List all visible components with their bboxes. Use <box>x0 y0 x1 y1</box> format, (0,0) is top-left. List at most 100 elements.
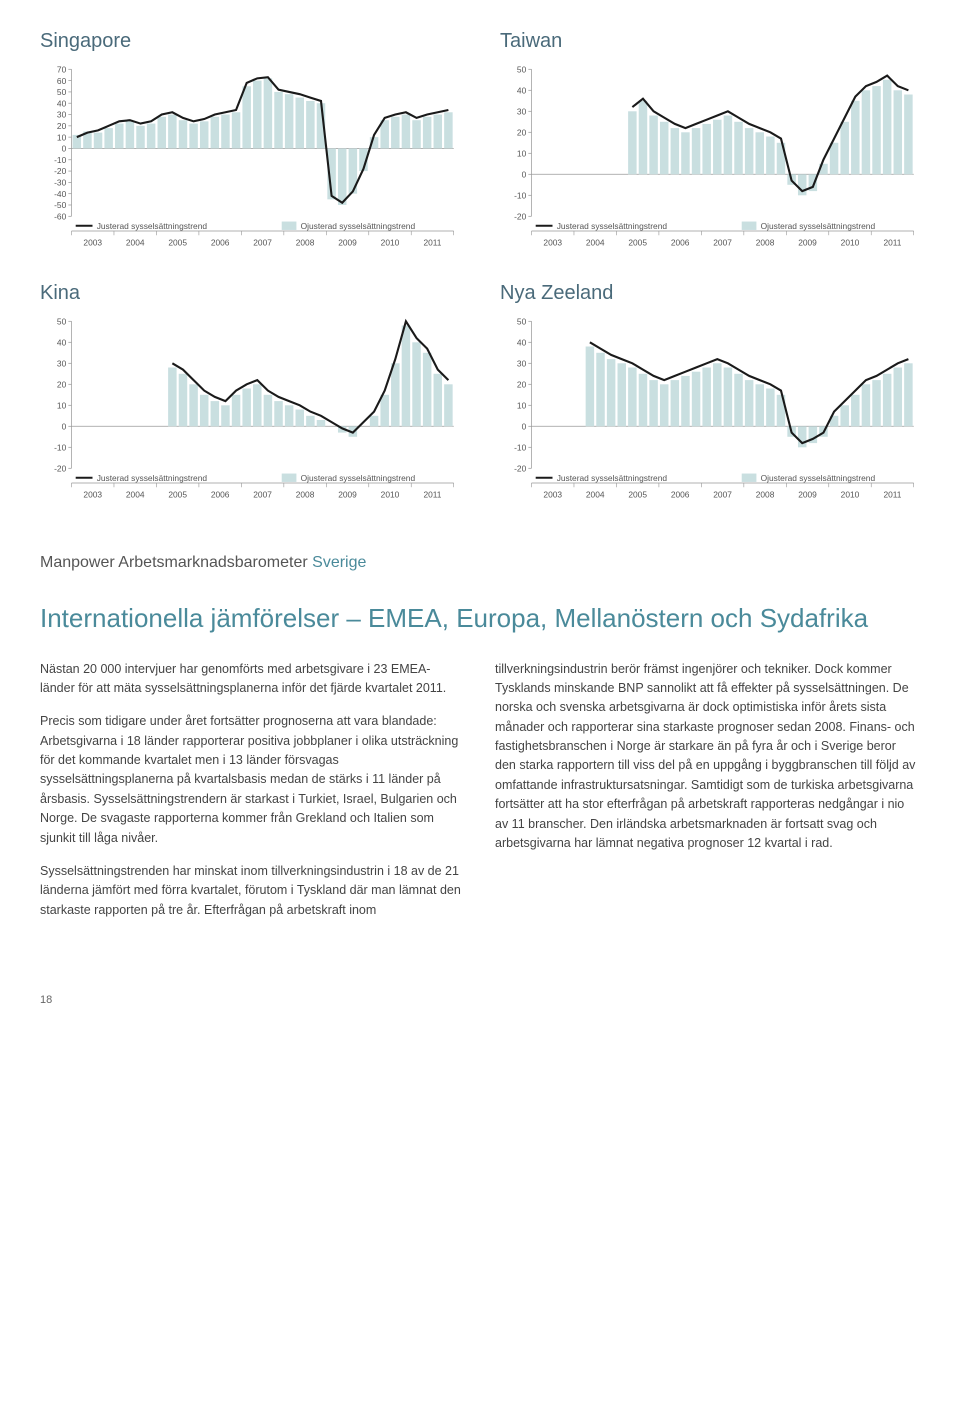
svg-text:Justerad sysselsättningstrend: Justerad sysselsättningstrend <box>97 221 208 231</box>
svg-text:2004: 2004 <box>586 238 605 248</box>
svg-text:2005: 2005 <box>168 490 187 500</box>
svg-text:2005: 2005 <box>628 238 647 248</box>
body-paragraph: Sysselsättningstrenden har minskat inom … <box>40 862 465 920</box>
svg-text:2011: 2011 <box>883 238 901 248</box>
svg-text:40: 40 <box>517 85 527 95</box>
chart-canvas: -20-1001020304050Justerad sysselsättning… <box>40 315 460 504</box>
svg-text:50: 50 <box>57 87 67 97</box>
svg-text:2006: 2006 <box>671 490 690 500</box>
main-heading: Internationella jämförelser – EMEA, Euro… <box>40 602 920 635</box>
svg-text:2008: 2008 <box>296 238 315 248</box>
svg-text:2007: 2007 <box>253 238 272 248</box>
body-paragraph: Precis som tidigare under året fortsätte… <box>40 712 465 848</box>
svg-text:-10: -10 <box>54 442 66 452</box>
svg-text:20: 20 <box>517 127 527 137</box>
chart-canvas: -20 -10 0 10 20 30 40 50 Justerad sysselsättning… <box>500 63 920 252</box>
svg-text:10: 10 <box>517 400 527 410</box>
svg-text:10: 10 <box>57 400 67 410</box>
chart-canvas: -60-50-40-30-20-10010203040506070Justera… <box>40 63 460 252</box>
svg-text:Ojusterad sysselsättningstrend: Ojusterad sysselsättningstrend <box>301 221 416 231</box>
svg-text:2010: 2010 <box>841 490 860 500</box>
chart-title: Nya Zeeland <box>500 282 920 305</box>
svg-text:30: 30 <box>57 358 67 368</box>
chart-nz: Nya Zeeland -20 -10 0 10 20 30 40 50 Justerad sy… <box>500 282 920 504</box>
svg-text:50: 50 <box>57 316 67 326</box>
svg-text:Ojusterad sysselsättningstrend: Ojusterad sysselsättningstrend <box>301 473 416 483</box>
svg-text:-20: -20 <box>514 211 526 221</box>
chart-kina: Kina -20-1001020304050Justerad sysselsät… <box>40 282 460 504</box>
svg-text:30: 30 <box>517 106 527 116</box>
svg-text:2011: 2011 <box>423 490 441 500</box>
svg-text:Justerad sysselsättningstrend: Justerad sysselsättningstrend <box>97 473 208 483</box>
charts-grid: Singapore -60-50-40-30-20-10010203040506… <box>40 30 920 504</box>
svg-text:2008: 2008 <box>296 490 315 500</box>
svg-text:2011: 2011 <box>423 238 441 248</box>
svg-text:-10: -10 <box>514 442 526 452</box>
svg-text:-10: -10 <box>54 155 66 165</box>
svg-text:30: 30 <box>517 358 527 368</box>
svg-text:Ojusterad sysselsättningstrend: Ojusterad sysselsättningstrend <box>761 221 876 231</box>
svg-text:2007: 2007 <box>713 490 732 500</box>
svg-text:2008: 2008 <box>756 490 775 500</box>
svg-text:2006: 2006 <box>211 238 230 248</box>
svg-text:2006: 2006 <box>671 238 690 248</box>
svg-text:40: 40 <box>57 98 67 108</box>
svg-text:-10: -10 <box>514 190 526 200</box>
body-columns: Nästan 20 000 intervjuer har genomförts … <box>40 660 920 935</box>
svg-text:Justerad sysselsättningstrend: Justerad sysselsättningstrend <box>557 221 668 231</box>
svg-text:2008: 2008 <box>756 238 775 248</box>
svg-text:2003: 2003 <box>543 490 562 500</box>
svg-text:0: 0 <box>522 169 527 179</box>
svg-text:2009: 2009 <box>798 238 817 248</box>
svg-text:50: 50 <box>517 316 527 326</box>
chart-title: Taiwan <box>500 30 920 53</box>
svg-text:-60: -60 <box>54 211 66 221</box>
svg-text:30: 30 <box>57 110 67 120</box>
svg-text:2004: 2004 <box>126 490 145 500</box>
svg-text:10: 10 <box>517 148 527 158</box>
svg-text:-40: -40 <box>54 189 66 199</box>
svg-text:2004: 2004 <box>126 238 145 248</box>
chart-singapore: Singapore -60-50-40-30-20-10010203040506… <box>40 30 460 252</box>
svg-text:50: 50 <box>517 64 527 74</box>
svg-text:0: 0 <box>62 421 67 431</box>
svg-text:2009: 2009 <box>798 490 817 500</box>
svg-text:40: 40 <box>517 337 527 347</box>
svg-text:2005: 2005 <box>628 490 647 500</box>
section-label-prefix: Manpower Arbetsmarknadsbarometer <box>40 554 308 571</box>
svg-text:2007: 2007 <box>253 490 272 500</box>
svg-text:2009: 2009 <box>338 238 357 248</box>
svg-text:40: 40 <box>57 337 67 347</box>
svg-text:2005: 2005 <box>168 238 187 248</box>
svg-text:20: 20 <box>517 379 527 389</box>
svg-text:2003: 2003 <box>543 238 562 248</box>
svg-text:-50: -50 <box>54 200 66 210</box>
svg-text:2007: 2007 <box>713 238 732 248</box>
svg-text:2003: 2003 <box>83 490 102 500</box>
chart-canvas: -20 -10 0 10 20 30 40 50 Justerad sysselsättning… <box>500 315 920 504</box>
svg-text:2004: 2004 <box>586 490 605 500</box>
svg-text:2010: 2010 <box>381 490 400 500</box>
svg-text:2003: 2003 <box>83 238 102 248</box>
chart-title: Kina <box>40 282 460 305</box>
page-number: 18 <box>40 994 920 1006</box>
svg-text:Justerad sysselsättningstrend: Justerad sysselsättningstrend <box>557 473 668 483</box>
body-col-left: Nästan 20 000 intervjuer har genomförts … <box>40 660 465 935</box>
svg-text:20: 20 <box>57 121 67 131</box>
body-col-right: tillverkningsindustrin berör främst inge… <box>495 660 920 935</box>
svg-text:0: 0 <box>522 421 527 431</box>
svg-text:-20: -20 <box>54 166 66 176</box>
svg-text:0: 0 <box>62 144 67 154</box>
svg-text:Ojusterad sysselsättningstrend: Ojusterad sysselsättningstrend <box>761 473 876 483</box>
svg-text:2006: 2006 <box>211 490 230 500</box>
svg-text:2011: 2011 <box>883 490 901 500</box>
svg-text:60: 60 <box>57 76 67 86</box>
svg-text:-30: -30 <box>54 178 66 188</box>
svg-text:-20: -20 <box>514 463 526 473</box>
svg-text:2010: 2010 <box>381 238 400 248</box>
svg-text:20: 20 <box>57 379 67 389</box>
chart-taiwan: Taiwan -20 -10 0 10 20 30 40 50 Justerad syssels… <box>500 30 920 252</box>
body-paragraph: tillverkningsindustrin berör främst inge… <box>495 660 920 854</box>
chart-title: Singapore <box>40 30 460 53</box>
section-label: Manpower Arbetsmarknadsbarometer Sverige <box>40 554 920 572</box>
